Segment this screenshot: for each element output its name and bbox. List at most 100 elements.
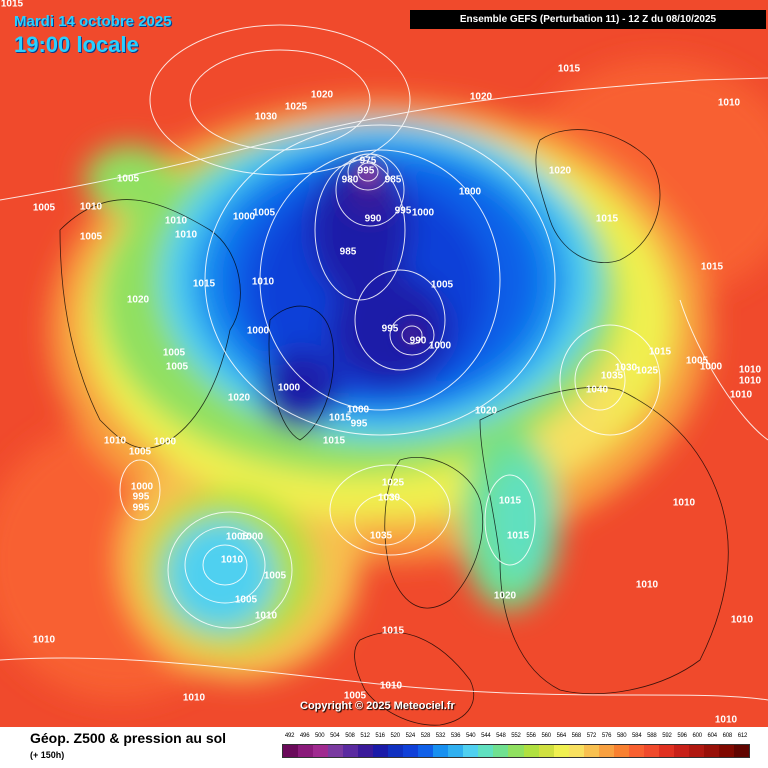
legend-swatch: [358, 745, 374, 757]
legend-swatch: [538, 745, 554, 757]
pressure-label: 1005: [33, 203, 56, 214]
pressure-label: 1000: [429, 341, 452, 352]
pressure-label: 995: [351, 419, 368, 430]
pressure-label: 1015: [193, 279, 216, 290]
pressure-label: 1005: [344, 691, 367, 702]
legend-value: 604: [707, 733, 718, 739]
pressure-label: 1010: [252, 277, 275, 288]
pressure-label: 1030: [378, 493, 401, 504]
pressure-label: 1020: [228, 393, 251, 404]
color-scale-legend: [282, 744, 750, 758]
forecast-date: Mardi 14 octobre 2025: [14, 13, 172, 30]
pressure-label: 1015: [329, 413, 352, 424]
legend-swatch: [523, 745, 539, 757]
legend-value: 584: [632, 733, 642, 739]
legend-swatch: [658, 745, 674, 757]
pressure-label: 995: [358, 166, 375, 177]
legend-swatch: [373, 745, 389, 757]
pressure-label: 1025: [636, 366, 659, 377]
pressure-label: 1000: [154, 437, 177, 448]
pressure-label: 1015: [382, 626, 405, 637]
pressure-label: 1015: [499, 496, 522, 507]
forecast-hour: (+ 150h): [30, 750, 65, 760]
pressure-label: 1005: [117, 174, 140, 185]
pressure-label: 1015: [323, 436, 346, 447]
legend-swatch: [568, 745, 584, 757]
legend-swatch: [598, 745, 614, 757]
pressure-label: 1020: [127, 295, 150, 306]
legend-value: 580: [616, 733, 627, 739]
pressure-label: 1005: [226, 532, 249, 543]
copyright: Copyright © 2025 Meteociel.fr: [300, 700, 455, 712]
pressure-label: 1010: [255, 611, 278, 622]
legend-swatch: [733, 745, 749, 757]
legend-swatch: [463, 745, 479, 757]
legend-swatch: [718, 745, 734, 757]
legend-value: 564: [556, 733, 567, 739]
pressure-label: 1020: [549, 166, 572, 177]
pressure-label: 1025: [382, 478, 405, 489]
legend-value: 556: [526, 733, 536, 739]
legend-swatch: [478, 745, 494, 757]
legend-value: 528: [420, 733, 431, 739]
legend-value: 508: [345, 733, 355, 739]
pressure-label: 1010: [715, 715, 738, 726]
pressure-label: 1005: [431, 280, 454, 291]
pressure-label: 1005: [686, 356, 709, 367]
pressure-label: 1015: [1, 0, 24, 10]
pressure-label: 1005: [80, 232, 103, 243]
local-time: 19:00 locale: [14, 32, 139, 57]
pressure-label: 985: [340, 247, 357, 258]
pressure-label: 1005: [264, 571, 287, 582]
footer-panel: Géop. Z500 & pression au sol (+ 150h) 49…: [0, 727, 768, 768]
pressure-label: 1015: [558, 64, 581, 75]
pressure-label: 1010: [104, 436, 127, 447]
legend-value: 496: [299, 733, 310, 739]
parameter-title: Géop. Z500 & pression au sol: [30, 730, 227, 746]
legend-swatch: [418, 745, 434, 757]
pressure-label: 1020: [311, 90, 334, 101]
pressure-label: 1010: [221, 555, 244, 566]
legend-swatch: [703, 745, 719, 757]
pressure-label: 1020: [494, 591, 517, 602]
pressure-label: 1015: [701, 262, 724, 273]
pressure-label: 1000: [700, 362, 723, 373]
pressure-label: 1005: [235, 595, 258, 606]
legend-swatch: [298, 745, 314, 757]
legend-value: 504: [330, 733, 340, 739]
legend-swatch: [448, 745, 464, 757]
pressure-label: 975: [360, 156, 377, 167]
legend-value: 568: [571, 733, 582, 739]
legend-value: 548: [496, 733, 506, 739]
legend-swatch: [283, 745, 299, 757]
pressure-label: 1010: [80, 202, 103, 213]
pressure-label: 1010: [636, 580, 659, 591]
legend-swatch: [508, 745, 524, 757]
pressure-label: 995: [133, 492, 150, 503]
legend-value: 536: [450, 733, 461, 739]
legend-value: 560: [541, 733, 551, 739]
legend-swatch: [583, 745, 599, 757]
pressure-label: 1000: [241, 532, 264, 543]
legend-value: 576: [601, 733, 612, 739]
legend-value: 588: [647, 733, 657, 739]
pressure-label: 1030: [255, 112, 278, 123]
pressure-label: 1025: [285, 102, 308, 113]
legend-value: 552: [511, 733, 521, 739]
pressure-label: 1015: [507, 531, 530, 542]
legend-swatch: [328, 745, 344, 757]
legend-swatch: [688, 745, 704, 757]
legend-value: 516: [375, 733, 385, 739]
legend-swatch: [628, 745, 644, 757]
pressure-label: 1010: [673, 498, 696, 509]
legend-value: 572: [586, 733, 597, 739]
legend-value: 512: [360, 733, 370, 739]
model-run-header: Ensemble GEFS (Perturbation 11) - 12 Z d…: [410, 10, 766, 29]
pressure-label: 1040: [586, 385, 609, 396]
pressure-label: 1015: [596, 214, 619, 225]
legend-swatch: [433, 745, 449, 757]
legend-value: 492: [284, 733, 295, 739]
pressure-label: 1030: [615, 363, 638, 374]
legend-value: 596: [677, 733, 687, 739]
